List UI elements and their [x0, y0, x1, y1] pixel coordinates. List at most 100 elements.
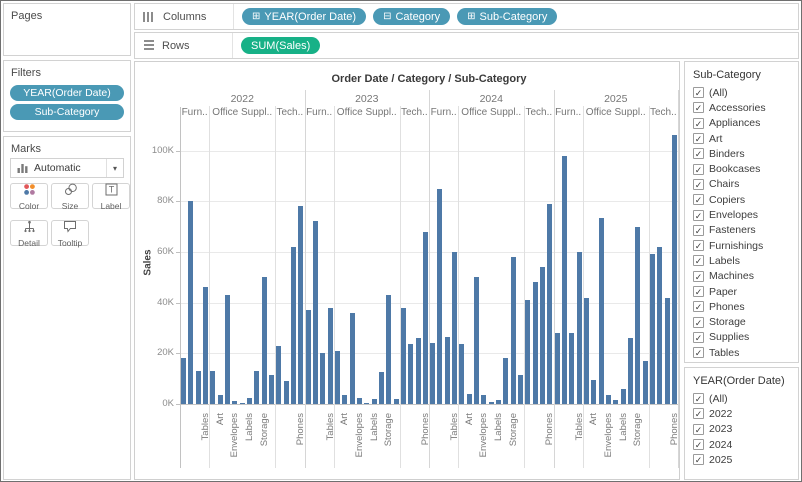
chevron-down-icon[interactable]: ▾: [106, 159, 123, 177]
bar[interactable]: [239, 402, 245, 404]
bar[interactable]: [605, 395, 611, 404]
bar[interactable]: [503, 358, 509, 404]
subcategory-option[interactable]: ✓ Copiers: [685, 192, 798, 207]
subcategory-option[interactable]: ✓ Accessories: [685, 100, 798, 115]
bar[interactable]: [547, 203, 553, 404]
bar[interactable]: [298, 206, 304, 404]
bar[interactable]: [474, 277, 480, 404]
subcategory-option[interactable]: ✓ Storage: [685, 314, 798, 329]
bar[interactable]: [400, 307, 406, 404]
bar[interactable]: [496, 400, 502, 404]
checkbox-checked-icon[interactable]: ✓: [693, 408, 704, 420]
bar[interactable]: [649, 254, 655, 404]
pages-shelf[interactable]: Pages: [3, 3, 131, 56]
bar[interactable]: [408, 344, 414, 404]
bar[interactable]: [232, 401, 238, 404]
bar[interactable]: [510, 256, 516, 404]
bar[interactable]: [444, 336, 450, 404]
color-button[interactable]: Color: [10, 183, 48, 210]
checkbox-checked-icon[interactable]: ✓: [693, 163, 704, 175]
bar[interactable]: [613, 400, 619, 404]
checkbox-checked-icon[interactable]: ✓: [693, 301, 704, 313]
bar[interactable]: [188, 201, 194, 404]
subcategory-option[interactable]: ✓ Art: [685, 131, 798, 146]
bar[interactable]: [591, 379, 597, 404]
bar[interactable]: [569, 333, 575, 404]
bar[interactable]: [349, 312, 355, 404]
checkbox-checked-icon[interactable]: ✓: [693, 178, 704, 190]
columns-shelf[interactable]: Columns ⊞ YEAR(Order Date) ⊟ Category ⊞ Sub-C…: [134, 3, 799, 30]
mark-type-dropdown[interactable]: Automatic ▾: [10, 158, 124, 178]
bar[interactable]: [327, 307, 333, 404]
subcategory-option[interactable]: ✓ Tables: [685, 345, 798, 360]
year-option[interactable]: ✓ (All): [685, 391, 798, 406]
checkbox-checked-icon[interactable]: ✓: [693, 194, 704, 206]
bar[interactable]: [554, 333, 560, 404]
detail-button[interactable]: Detail: [10, 220, 48, 247]
checkbox-checked-icon[interactable]: ✓: [693, 454, 704, 466]
bar[interactable]: [657, 246, 663, 404]
subcategory-option[interactable]: ✓ Binders: [685, 146, 798, 161]
rows-pill[interactable]: SUM(Sales): [241, 37, 321, 54]
bar[interactable]: [378, 372, 384, 404]
year-option[interactable]: ✓ 2024: [685, 437, 798, 452]
checkbox-checked-icon[interactable]: ✓: [693, 133, 704, 145]
bar[interactable]: [430, 343, 436, 404]
bar[interactable]: [371, 398, 377, 404]
label-button[interactable]: T Label: [92, 183, 130, 210]
bar[interactable]: [415, 338, 421, 404]
bar[interactable]: [261, 277, 267, 404]
bar[interactable]: [627, 338, 633, 404]
columns-pill[interactable]: ⊟ Category: [373, 8, 451, 25]
subcategory-option[interactable]: ✓ Machines: [685, 269, 798, 284]
subcategory-option[interactable]: ✓ Paper: [685, 284, 798, 299]
bar[interactable]: [488, 402, 494, 404]
subcategory-option[interactable]: ✓ Furnishings: [685, 238, 798, 253]
year-option[interactable]: ✓ 2023: [685, 422, 798, 437]
checkbox-checked-icon[interactable]: ✓: [693, 393, 704, 405]
bar[interactable]: [342, 395, 348, 404]
bar[interactable]: [518, 374, 524, 404]
bar[interactable]: [364, 402, 370, 404]
bar[interactable]: [481, 395, 487, 404]
bar[interactable]: [312, 221, 318, 404]
checkbox-checked-icon[interactable]: ✓: [693, 102, 704, 114]
bar[interactable]: [210, 371, 216, 404]
filters-shelf[interactable]: Filters YEAR(Order Date) Sub-Category: [3, 60, 131, 132]
checkbox-checked-icon[interactable]: ✓: [693, 347, 704, 359]
checkbox-checked-icon[interactable]: ✓: [693, 209, 704, 221]
collapse-icon[interactable]: ⊟: [383, 10, 392, 22]
bar[interactable]: [334, 350, 340, 404]
subcategory-option[interactable]: ✓ Phones: [685, 299, 798, 314]
checkbox-checked-icon[interactable]: ✓: [693, 286, 704, 297]
tooltip-button[interactable]: Tooltip: [51, 220, 89, 247]
bar[interactable]: [598, 217, 604, 404]
checkbox-checked-icon[interactable]: ✓: [693, 224, 704, 236]
bar[interactable]: [437, 188, 443, 404]
bar[interactable]: [276, 345, 282, 404]
bar[interactable]: [583, 297, 589, 404]
bar[interactable]: [320, 353, 326, 404]
checkbox-checked-icon[interactable]: ✓: [693, 423, 704, 435]
bar[interactable]: [459, 344, 465, 404]
checkbox-checked-icon[interactable]: ✓: [693, 87, 704, 99]
subcategory-option[interactable]: ✓ Supplies: [685, 330, 798, 345]
subcategory-option[interactable]: ✓ Labels: [685, 253, 798, 268]
bar[interactable]: [525, 300, 531, 404]
checkbox-checked-icon[interactable]: ✓: [693, 331, 704, 343]
subcategory-option[interactable]: ✓ Bookcases: [685, 161, 798, 176]
year-option[interactable]: ✓ 2025: [685, 452, 798, 467]
bar[interactable]: [203, 287, 209, 404]
checkbox-checked-icon[interactable]: ✓: [693, 316, 704, 328]
bar[interactable]: [356, 397, 362, 404]
bar[interactable]: [217, 395, 223, 404]
filter-pill[interactable]: Sub-Category: [10, 104, 124, 120]
bar[interactable]: [225, 294, 231, 404]
bar[interactable]: [642, 360, 648, 404]
checkbox-checked-icon[interactable]: ✓: [693, 439, 704, 451]
year-option[interactable]: ✓ 2022: [685, 406, 798, 421]
bar[interactable]: [576, 251, 582, 404]
checkbox-checked-icon[interactable]: ✓: [693, 240, 704, 252]
bar[interactable]: [283, 381, 289, 404]
subcategory-option[interactable]: ✓ Chairs: [685, 177, 798, 192]
